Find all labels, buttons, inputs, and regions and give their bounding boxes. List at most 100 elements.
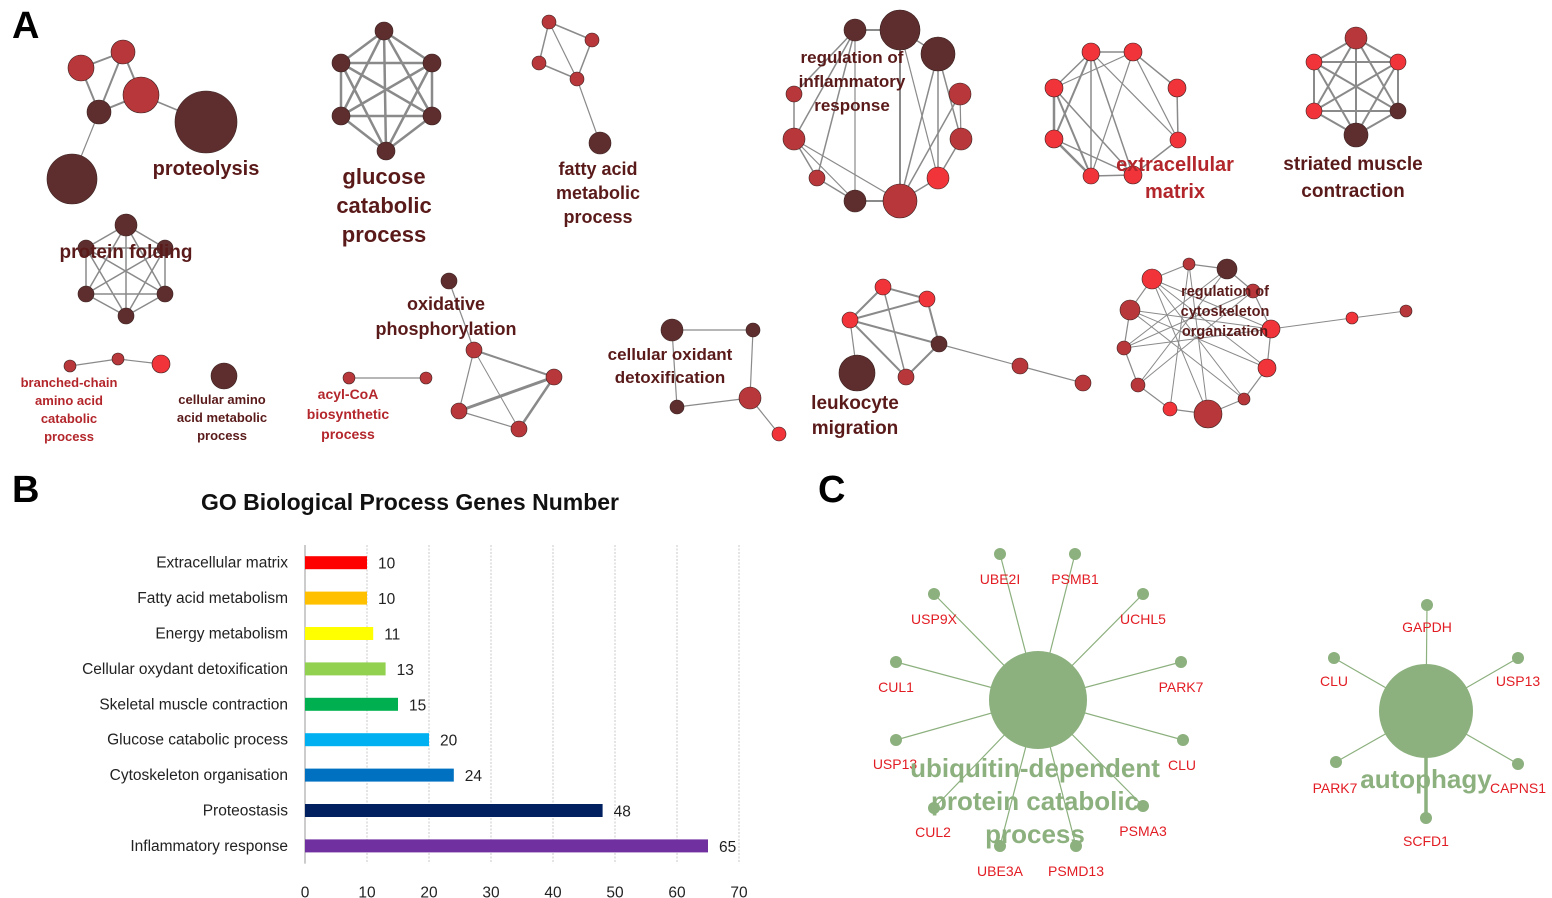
gene-label: CUL1	[878, 679, 914, 695]
cluster-label: branched-chain amino acid catabolic process	[21, 375, 118, 444]
network-edge	[1313, 61, 1399, 112]
category-label: Cellular oxydant detoxification	[82, 661, 288, 678]
network-node	[422, 53, 442, 73]
gene-network: GAPDH CLU USP13 PARK7 CAPNS1 SCFD1 autophagy	[1313, 599, 1546, 849]
cluster-label: glucose catabolic process	[336, 164, 431, 247]
category-label: Energy metabolism	[155, 626, 288, 643]
hub-label-line: protein catabolic	[931, 786, 1139, 816]
bar-value-label: 20	[440, 733, 458, 750]
cluster-label-line: process	[44, 429, 94, 444]
network-node	[122, 76, 160, 114]
network-node	[1082, 167, 1100, 185]
cluster-label-line: contraction	[1301, 181, 1404, 202]
network-edge	[676, 397, 751, 408]
network-node	[841, 311, 859, 329]
network-node	[874, 278, 892, 296]
category-label: Skeletal muscle contraction	[99, 696, 288, 713]
chart-x-axis: 0 10 20 30 40 50 60 70	[301, 885, 748, 898]
hub-label: autophagy	[1360, 764, 1492, 794]
panel-c-gene-networks: UBE2I PSMB1 USP9X UCHL5 CUL1 PARK7 USP13 CLU CUL…	[873, 548, 1546, 879]
gene-label: USP13	[1496, 673, 1541, 689]
network-node	[785, 85, 803, 103]
network-node	[569, 71, 585, 87]
network-edge	[1090, 51, 1134, 177]
network-node	[918, 290, 936, 308]
gene-label: CUL2	[915, 824, 951, 840]
network-cluster: oxidative phosphorylation	[376, 272, 563, 438]
network-node	[926, 166, 950, 190]
network-edge	[383, 29, 433, 65]
cluster-label-line: acid metabolic	[177, 410, 267, 425]
network-node	[588, 131, 612, 155]
cluster-label-line: acyl-CoA	[318, 386, 379, 402]
network-edge	[458, 410, 520, 430]
network-node	[156, 239, 174, 257]
network-cluster: leukocyte migration	[811, 278, 1092, 439]
network-node	[1081, 42, 1101, 62]
network-edge	[1132, 139, 1179, 176]
cluster-label-line: phosphorylation	[376, 319, 517, 339]
network-edge	[85, 247, 127, 317]
cluster-label-line: biosynthetic	[307, 406, 390, 422]
network-node	[1245, 283, 1261, 299]
cluster-label-line: process	[563, 207, 632, 227]
cluster-label: acyl-CoA biosynthetic process	[307, 386, 390, 442]
network-edge	[1351, 310, 1407, 319]
network-edge	[1053, 138, 1134, 176]
network-edge	[1053, 51, 1134, 89]
network-cluster: proteolysis	[46, 39, 259, 205]
bar	[305, 627, 374, 640]
network-cluster: extracellular matrix	[1044, 42, 1234, 203]
cluster-label-line: amino acid	[35, 393, 103, 408]
network-node	[1305, 53, 1323, 71]
network-edge	[1090, 51, 1179, 141]
network-edge	[458, 375, 555, 413]
x-tick-label: 70	[730, 885, 748, 898]
gene-node	[1137, 588, 1149, 600]
bar	[305, 697, 398, 711]
network-node	[422, 106, 442, 126]
network-node	[1345, 311, 1359, 325]
network-node	[86, 99, 112, 125]
network-edge	[1169, 263, 1190, 410]
network-cluster: cellular amino acid metabolic process	[177, 362, 267, 443]
network-edge	[899, 29, 939, 179]
hub-label-line: autophagy	[1360, 764, 1492, 794]
x-tick-label: 30	[482, 885, 500, 898]
network-edge	[1151, 278, 1272, 330]
network-node	[808, 169, 826, 187]
cluster-label: leukocyte migration	[811, 393, 899, 439]
network-node	[465, 341, 483, 359]
x-tick-label: 60	[668, 885, 686, 898]
network-node	[1044, 78, 1064, 98]
gene-node	[1137, 800, 1149, 812]
network-edge	[1137, 268, 1228, 386]
network-node	[63, 359, 77, 373]
gene-network: UBE2I PSMB1 USP9X UCHL5 CUL1 PARK7 USP13 CLU CUL…	[873, 548, 1204, 879]
network-edge	[793, 138, 856, 202]
cluster-label-line: cellular amino	[178, 392, 265, 407]
network-node	[879, 9, 921, 51]
bar-value-label: 24	[465, 768, 483, 785]
gene-node	[928, 588, 940, 600]
bar-value-label: 65	[719, 839, 736, 856]
cluster-label-line: regulation of	[1181, 284, 1269, 300]
network-cluster: glucose catabolic process	[331, 21, 442, 247]
cluster-label-line: migration	[812, 418, 899, 439]
network-node	[117, 307, 135, 325]
hub-label-line: ubiquitin-dependent	[910, 753, 1160, 783]
network-edge	[385, 115, 433, 152]
network-edge	[1123, 328, 1272, 349]
network-node	[1389, 53, 1407, 71]
cluster-label: protein folding	[60, 242, 193, 263]
gene-label: USP13	[873, 756, 918, 772]
gene-label: PARK7	[1159, 679, 1204, 695]
network-node	[1044, 129, 1064, 149]
category-label: Fatty acid metabolism	[137, 590, 288, 607]
network-node	[1216, 258, 1238, 280]
cluster-label: cellular amino acid metabolic process	[177, 392, 267, 443]
network-edge	[1053, 87, 1092, 177]
network-node	[1261, 319, 1281, 339]
network-cluster: branched-chain amino acid catabolic process	[21, 352, 171, 444]
network-edge	[458, 349, 475, 412]
